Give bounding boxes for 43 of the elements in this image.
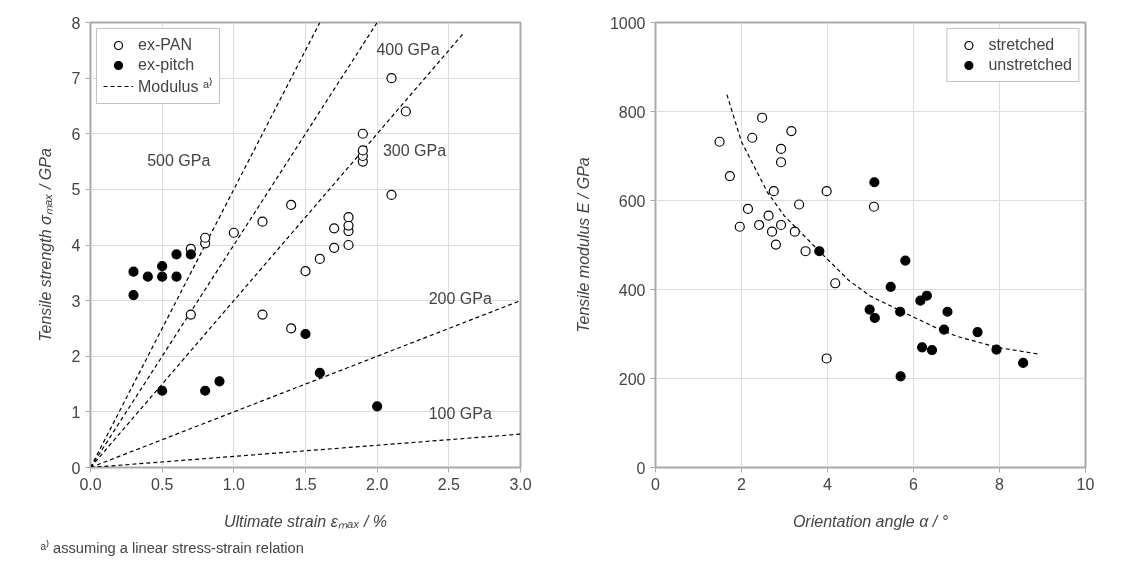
x-axis-title: Orientation angle α / °: [792, 512, 949, 530]
y-tick-label: 1000: [609, 14, 646, 32]
y-tick-label: 0: [71, 459, 81, 477]
x-tick-label: 3.0: [509, 475, 532, 493]
series-label: 200 GPa: [428, 290, 492, 308]
series-label: 400 GPa: [376, 40, 440, 58]
x-tick-label: 0: [651, 475, 661, 493]
y-tick-label: 200: [618, 370, 646, 388]
text: ᵃ⁾ assuming a linear stress-strain relation: [40, 538, 304, 556]
x-tick-label: 1.5: [294, 475, 317, 493]
y-tick-label: 8: [71, 14, 81, 32]
y-axis-title: Tensile modulus E / GPa: [574, 157, 592, 333]
y-tick-label: 0: [636, 459, 646, 477]
x-tick-label: 0.0: [79, 475, 102, 493]
y-tick-label: 6: [71, 125, 81, 143]
x-tick-label: 1.0: [222, 475, 246, 493]
legend-label: ex-PAN: [138, 36, 192, 54]
y-tick-label: 7: [71, 70, 81, 88]
y-tick-label: 3: [71, 292, 81, 310]
x-tick-label: 2.5: [437, 475, 461, 493]
y-tick-label: 800: [618, 103, 646, 121]
y-tick-label: 1: [71, 403, 81, 421]
x-tick-label: 4: [823, 475, 833, 493]
series-label: 500 GPa: [147, 151, 211, 169]
x-tick-label: 0.5: [151, 475, 174, 493]
legend-label: unstretched: [988, 56, 1072, 74]
legend-label: ex-pitch: [138, 56, 195, 74]
x-tick-label: 8: [995, 475, 1005, 493]
x-tick-label: 2.0: [366, 475, 389, 493]
series-label: 100 GPa: [428, 405, 492, 423]
series-label: 300 GPa: [382, 142, 447, 160]
y-tick-label: 400: [618, 281, 646, 299]
x-axis-title: Ultimate strain εₘₐₓ / %: [223, 512, 388, 530]
y-tick-label: 5: [71, 181, 81, 199]
legend-label: stretched: [988, 36, 1055, 54]
x-tick-label: 6: [909, 475, 919, 493]
annotation: Modulus ᵃ⁾: [138, 76, 213, 97]
y-tick-label: 4: [71, 237, 81, 254]
x-tick-label: 10: [1076, 475, 1095, 493]
y-tick-label: 600: [618, 192, 646, 210]
y-axis-title: Tensile strength σₘₐₓ / GPa: [36, 148, 54, 342]
y-tick-label: 2: [71, 348, 81, 366]
x-tick-label: 2: [737, 475, 747, 493]
